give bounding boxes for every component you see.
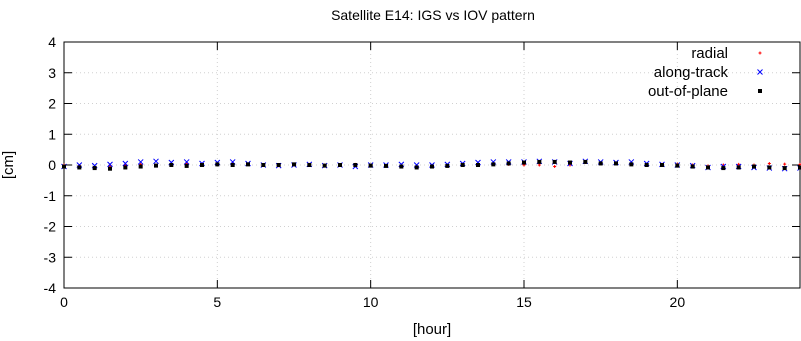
x-tick-label: 10	[363, 294, 379, 310]
data-point	[384, 163, 388, 168]
y-tick-label: 2	[48, 96, 56, 112]
data-point	[568, 160, 572, 165]
data-point	[675, 163, 680, 168]
data-point	[721, 166, 726, 171]
data-point	[153, 158, 159, 165]
data-point	[690, 164, 695, 169]
data-point	[491, 162, 496, 167]
x-tick-label: 15	[516, 294, 532, 310]
x-tick-label: 20	[670, 294, 686, 310]
data-point	[430, 164, 434, 169]
data-point	[506, 161, 511, 166]
data-point	[92, 166, 97, 171]
data-point	[752, 164, 756, 169]
legend-label: radial	[691, 45, 728, 62]
data-point	[399, 164, 404, 169]
data-point	[553, 165, 557, 169]
data-point	[368, 163, 373, 168]
data-point	[537, 159, 542, 164]
data-point	[614, 161, 618, 166]
data-point	[183, 159, 190, 165]
y-tick-label: -3	[44, 249, 57, 265]
data-point	[261, 163, 266, 167]
chart-title: Satellite E14: IGS vs IOV pattern	[331, 7, 535, 23]
data-point	[798, 165, 801, 170]
data-point	[598, 161, 603, 166]
series-out-of-plane	[62, 159, 801, 171]
y-axis-ticks: -4 -3 -2 -1 0 1 2 3 4	[44, 34, 800, 296]
data-point	[276, 163, 281, 167]
data-point	[154, 163, 158, 168]
data-point	[552, 159, 557, 164]
legend-marker	[758, 89, 762, 93]
y-tick-label: 4	[48, 34, 56, 50]
x-axis-ticks: 0 5 10 15 20	[60, 42, 685, 310]
data-point	[246, 162, 250, 167]
x-tick-label: 0	[60, 294, 68, 310]
data-point	[782, 166, 787, 171]
y-tick-label: -1	[44, 188, 57, 204]
data-point	[137, 159, 144, 165]
data-point	[322, 163, 327, 168]
x-tick-label: 5	[213, 294, 221, 310]
legend-label: along-track	[654, 64, 729, 81]
data-point	[107, 161, 113, 168]
data-point	[307, 163, 312, 167]
data-point	[169, 163, 174, 167]
data-point	[77, 165, 82, 170]
data-point	[230, 163, 235, 167]
data-point	[184, 163, 189, 168]
data-point	[460, 163, 465, 167]
data-point	[62, 164, 66, 169]
data-point	[629, 162, 634, 167]
data-point	[644, 163, 649, 167]
data-point	[706, 165, 710, 170]
data-point	[767, 165, 772, 170]
legend: radial along-track out-of-plane	[648, 45, 763, 100]
legend-marker	[757, 69, 763, 75]
x-axis-label: [hour]	[413, 321, 451, 338]
y-tick-label: -4	[44, 280, 57, 296]
data-point	[737, 162, 741, 166]
legend-marker	[758, 51, 762, 55]
data-point	[522, 160, 526, 165]
data-point	[215, 162, 220, 167]
data-point	[798, 162, 801, 166]
data-point	[445, 163, 450, 168]
data-point	[736, 165, 741, 170]
data-point	[476, 163, 480, 167]
legend-label: out-of-plane	[648, 83, 728, 100]
data-point	[414, 165, 419, 170]
data-point	[537, 163, 541, 167]
data-point	[122, 160, 129, 167]
data-point	[660, 163, 664, 167]
data-point	[783, 162, 787, 166]
y-tick-label: 1	[48, 126, 56, 142]
y-tick-label: -2	[44, 219, 57, 235]
data-point	[353, 163, 358, 167]
data-point	[767, 161, 771, 165]
data-point	[338, 163, 342, 167]
y-axis-label: [cm]	[0, 151, 17, 179]
y-tick-label: 3	[48, 65, 56, 81]
data-points	[61, 158, 801, 172]
data-point	[108, 166, 112, 171]
data-point	[138, 164, 143, 169]
data-point	[123, 165, 128, 170]
data-point	[200, 163, 204, 167]
y-tick-label: 0	[48, 157, 56, 173]
data-point	[292, 162, 296, 167]
data-point	[583, 159, 588, 164]
